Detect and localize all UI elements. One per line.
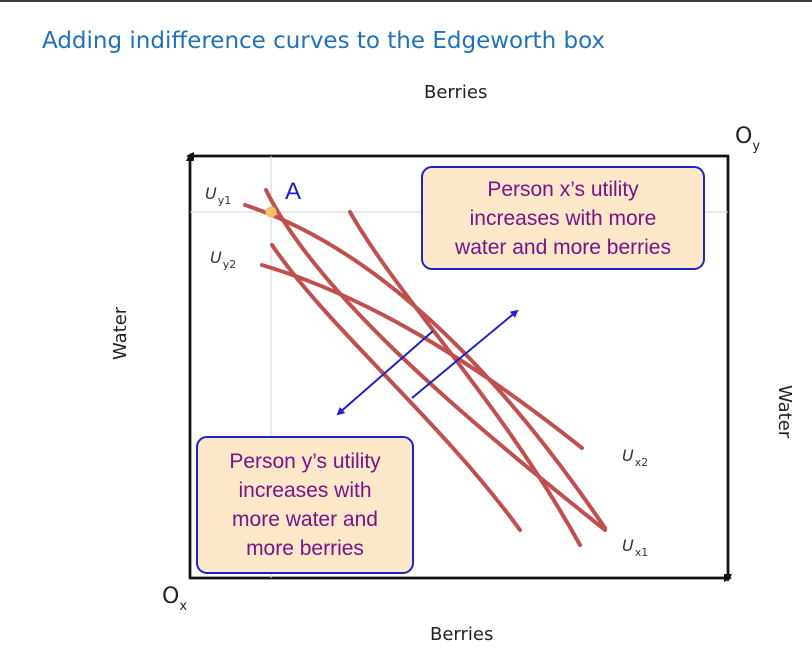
top-rule [0, 0, 812, 2]
point-a-marker [265, 206, 277, 218]
label-ux1: Ux1 [622, 536, 648, 559]
origin-y: Oy [735, 124, 760, 154]
point-a-label: A [285, 178, 302, 205]
slide-title: Adding indifference curves to the Edgewo… [42, 28, 606, 54]
curve-uy2 [260, 263, 584, 450]
origin-x: Ox [162, 584, 187, 614]
person-x-callout-line: water and more berries [455, 235, 671, 259]
label-uy1: Uy1 [205, 184, 231, 207]
top-axis-label: Berries [424, 82, 488, 103]
person-y-callout-line: increases with [238, 479, 372, 502]
person-y-callout: Person y’s utility increases with more w… [196, 436, 414, 574]
label-ux2: Ux2 [622, 446, 648, 469]
origin-y-main: O [735, 124, 753, 149]
person-x-callout-line: Person x’s utility [487, 177, 639, 201]
bottom-axis-label: Berries [430, 624, 494, 645]
label-uy2-main: U [210, 248, 222, 267]
person-y-callout-line: Person y’s utility [229, 450, 381, 473]
curve-ux1 [264, 188, 607, 532]
label-uy1-main: U [205, 184, 217, 203]
person-x-callout-line: increases with more [469, 206, 657, 230]
origin-y-sub: y [752, 139, 761, 154]
label-ux1-sub: x1 [634, 546, 649, 559]
origin-x-main: O [162, 584, 180, 609]
label-uy2-sub: y2 [222, 258, 237, 271]
person-x-callout: Person x’s utility increases with more w… [421, 166, 705, 270]
person-y-direction-arrow [336, 330, 434, 416]
label-ux1-main: U [622, 536, 634, 555]
person-y-callout-line: more water and [232, 508, 378, 531]
label-ux2-sub: x2 [634, 456, 649, 469]
origin-x-sub: x [179, 599, 188, 614]
curve-extra [270, 243, 522, 532]
label-ux2-main: U [622, 446, 634, 465]
person-y-callout-line: more berries [246, 537, 364, 560]
label-uy2: Uy2 [210, 248, 236, 271]
label-uy1-sub: y1 [217, 194, 232, 207]
person-x-direction-arrow [411, 309, 519, 399]
curve-ux2 [348, 210, 582, 547]
